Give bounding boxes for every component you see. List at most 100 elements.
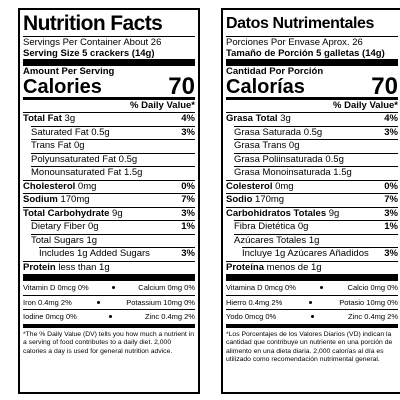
medium-rule — [23, 97, 195, 100]
nutrient-row: Sodium 170mg 7% — [23, 193, 195, 207]
nutrient-dv: 7% — [181, 194, 195, 205]
nutrient-name: Carbohidratos Totales — [226, 207, 327, 219]
nutrient-label: Proteína menos de 1g — [226, 262, 322, 275]
nutrient-label: Incluye 1g Azúcares Añadidos — [242, 248, 369, 261]
servings: Servings Per Container About 26 — [23, 37, 162, 48]
nutrient-name: Grasa Total — [226, 113, 278, 124]
nutrient-label: Carbohidratos Totales 9g — [226, 208, 339, 221]
thick-rule — [23, 274, 195, 281]
dv-header: % Daily Value* — [333, 100, 398, 111]
nutrient-row: Polyunsaturated Fat 0.5g — [31, 152, 195, 167]
nutrient-dv: 4% — [384, 113, 398, 124]
nutrient-name: Grasa Saturada — [234, 126, 302, 138]
nutrient-name: Dietary Fiber — [31, 221, 86, 232]
calories-value: 70 — [371, 73, 398, 100]
nutrient-label: Monounsaturated Fat 1.5g — [31, 167, 142, 180]
vitamin-row: Yodo 0mcg 0% Zinc 0.4mg 2% — [226, 310, 398, 325]
vitamin: Zinc 0.4mg 2% — [347, 312, 398, 321]
nutrient-amount: 0.5g — [91, 126, 110, 138]
nutrient-row: Trans Fat 0g — [31, 139, 195, 153]
dv-header: % Daily Value* — [130, 100, 195, 111]
nutrient-name: Cholesterol — [23, 180, 76, 192]
nutrient-dv: 4% — [181, 113, 195, 124]
vitamin-row: Vitamin D 0mcg 0% Calcium 0mg 0% — [23, 281, 195, 296]
calories-label: Calorías — [226, 76, 305, 98]
nutrient-amount: 0.5g — [325, 153, 344, 165]
nutrient-amount: 0mg — [275, 180, 294, 192]
nutrient-row: Grasa Trans 0g — [234, 139, 398, 153]
footnote: *Los Porcentajes de los Valores Diarios … — [226, 330, 393, 364]
nutrient-dv: 3% — [181, 207, 195, 219]
nutrient-amount: 3g — [280, 113, 291, 124]
calories-row: Calories 70 — [23, 73, 195, 100]
nutrient-row: Sodio 170mg 7% — [226, 193, 398, 207]
nutrient-name: Total Fat — [23, 113, 62, 124]
vitamin-row: Iodine 0mcg 0% Zinc 0.4mg 2% — [23, 310, 195, 325]
nutrient-dv: 0% — [181, 180, 195, 192]
nutrient-row: Fibra Dietética 0g 1% — [234, 220, 398, 234]
nutrient-amount: 9g — [328, 207, 340, 219]
nutrition-panel: Datos Nutrimentales Porciones Por Envase … — [221, 8, 400, 394]
nutrient-label: Total Carbohydrate 9g — [23, 208, 123, 221]
nutrient-dv: 1% — [181, 221, 195, 232]
vitamin: Vitamina D 0mcg 0% — [226, 283, 296, 292]
nutrient-row: Dietary Fiber 0g 1% — [31, 220, 195, 234]
nutrient-label: Grasa Poliinsaturada 0.5g — [234, 154, 344, 167]
medium-rule — [226, 97, 398, 100]
nutrient-row: Grasa Poliinsaturada 0.5g — [234, 152, 398, 167]
nutrient-amount: 0.5g — [303, 126, 323, 138]
bullet — [309, 300, 313, 304]
title: Datos Nutrimentales — [226, 12, 398, 37]
nutrient-dv: 3% — [384, 207, 398, 219]
nutrient-amount: menos de 1g — [266, 261, 322, 273]
nutrient-amount: 1.5g — [333, 167, 352, 178]
nutrient-row: Grasa Saturada 0.5g 3% — [234, 125, 398, 140]
medium-rule — [23, 324, 195, 328]
nutrient-name: Sodium — [23, 194, 58, 205]
nutrient-row: Protein less than 1g — [23, 260, 195, 275]
nutrient-row: Proteína menos de 1g — [226, 260, 398, 275]
nutrition-panel: Nutrition Facts Servings Per Container Ab… — [18, 8, 200, 394]
nutrient-name: Total Carbohydrate — [23, 207, 110, 219]
nutrient-row: Grasa Total 3g 4% — [226, 112, 398, 126]
nutrient-name: Monounsaturated Fat — [31, 167, 122, 178]
nutrient-label: Grasa Monoinsaturada 1.5g — [234, 167, 352, 180]
vitamin: Potassium 10mg 0% — [126, 297, 195, 307]
calories-value: 70 — [168, 73, 195, 100]
nutrient-amount: 1.5g — [123, 167, 143, 178]
footnote: *The % Daily Value (DV) tells you how mu… — [23, 330, 195, 355]
nutrient-dv: 0% — [384, 180, 398, 192]
vitamin: Iodine 0mcg 0% — [23, 312, 77, 321]
nutrient-amount: 0g — [73, 140, 85, 151]
calories-label: Calories — [23, 76, 102, 98]
vitamin: Calcio 0mg 0% — [347, 283, 398, 292]
nutrient-name: Incluye 1g Azúcares Añadidos — [242, 248, 369, 259]
vitamin: Zinc 0.4mg 2% — [144, 312, 195, 321]
nutrient-name: Trans Fat — [31, 140, 72, 151]
nutrient-row: Azúcares Totales 1g — [234, 233, 398, 248]
nutrient-amount: 3g — [64, 113, 76, 124]
nutrient-label: Cholesterol 0mg — [23, 181, 96, 194]
nutrient-row: Total Carbohydrate 9g 3% — [23, 206, 195, 221]
nutrient-amount: 0g — [288, 140, 300, 151]
nutrient-name: Grasa Monoinsaturada — [234, 167, 331, 178]
nutrient-dv: 1% — [384, 221, 398, 232]
nutrient-row: Saturated Fat 0.5g 3% — [31, 125, 195, 140]
nutrient-row: Incluye 1g Azúcares Añadidos 3% — [242, 247, 398, 261]
serving-size: Serving Size 5 crackers (14g) — [23, 48, 155, 59]
nutrient-name: Grasa Poliinsaturada — [234, 153, 323, 165]
nutrient-label: Includes 1g Added Sugars — [39, 248, 150, 261]
nutrient-amount: 170mg — [255, 194, 285, 205]
nutrient-name: Colesterol — [226, 180, 273, 192]
nutrient-row: Colesterol 0mg 0% — [226, 179, 398, 194]
nutrient-row: Total Fat 3g 4% — [23, 112, 195, 126]
vitamin: Vitamin D 0mcg 0% — [23, 283, 89, 292]
nutrient-name: Includes 1g Added Sugars — [39, 248, 150, 259]
nutrient-dv: 3% — [181, 126, 195, 138]
nutrient-label: Colesterol 0mg — [226, 181, 294, 194]
nutrient-row: Cholesterol 0mg 0% — [23, 179, 195, 194]
nutrient-row: Grasa Monoinsaturada 1.5g — [234, 166, 398, 180]
amount-label: Cantidad Por Porción — [226, 66, 324, 77]
nutrient-name: Proteína — [226, 261, 265, 273]
